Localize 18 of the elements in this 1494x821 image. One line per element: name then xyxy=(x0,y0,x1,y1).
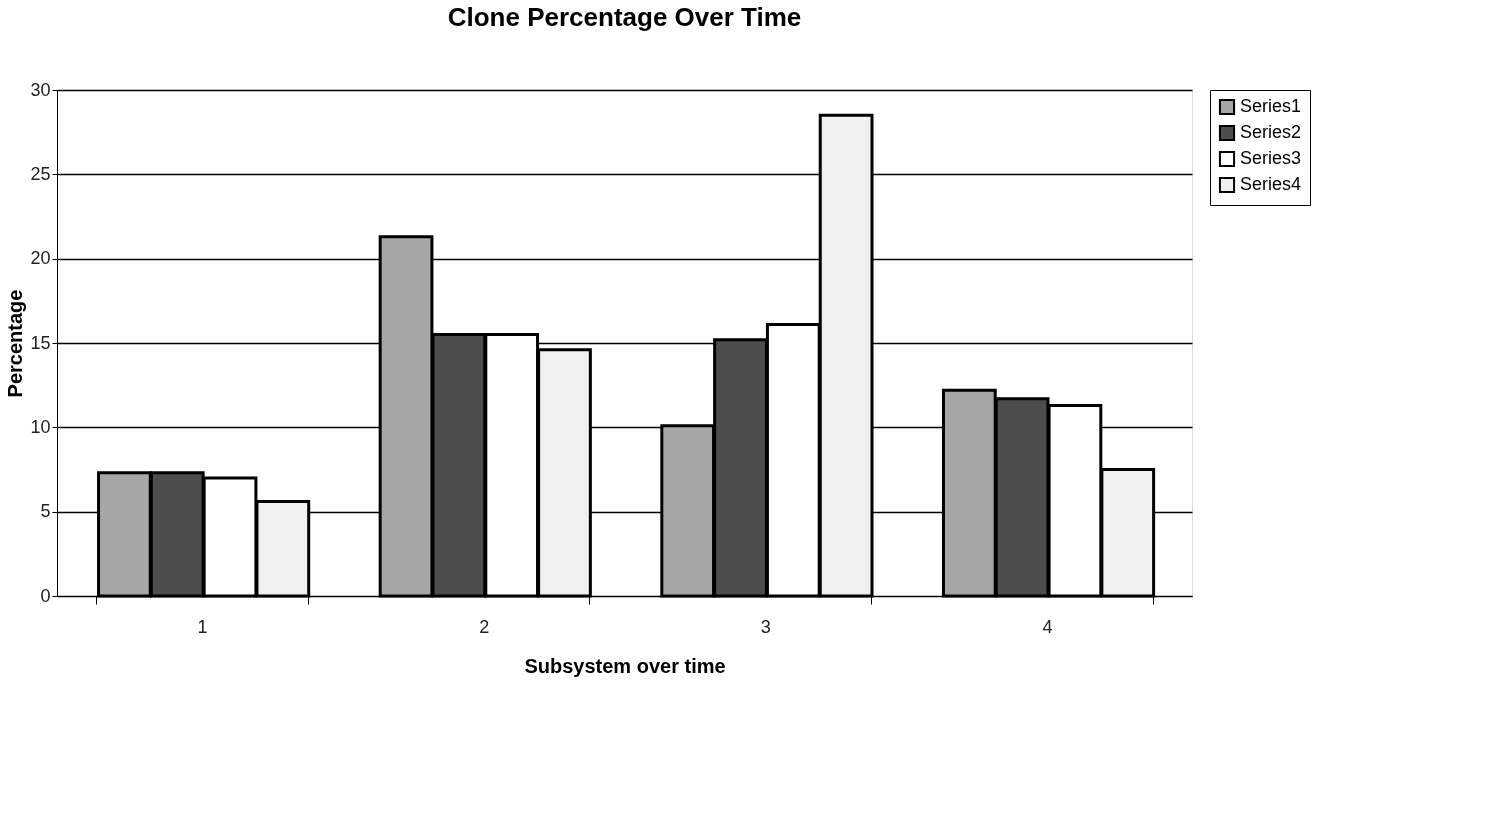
legend-label: Series1 xyxy=(1240,96,1302,116)
legend-label: Series3 xyxy=(1240,148,1302,168)
x-tick-label: 4 xyxy=(1042,616,1053,637)
x-tick-label: 1 xyxy=(197,616,208,637)
x-axis-title: Subsystem over time xyxy=(524,654,726,677)
y-tick-label: 10 xyxy=(30,416,51,437)
y-tick-label: 5 xyxy=(40,501,51,522)
legend-label: Series4 xyxy=(1240,174,1302,194)
chart-title: Clone Percentage Over Time xyxy=(447,2,802,32)
y-axis-title: Percentage xyxy=(4,289,27,398)
y-tick-label: 25 xyxy=(30,163,51,184)
y-tick-label: 15 xyxy=(30,332,51,353)
legend-label: Series2 xyxy=(1240,122,1302,142)
x-tick-label: 2 xyxy=(479,616,490,637)
y-tick-label: 30 xyxy=(30,79,51,100)
y-tick-label: 0 xyxy=(40,585,51,606)
y-tick-label: 20 xyxy=(30,248,51,269)
x-tick-label: 3 xyxy=(760,616,771,637)
